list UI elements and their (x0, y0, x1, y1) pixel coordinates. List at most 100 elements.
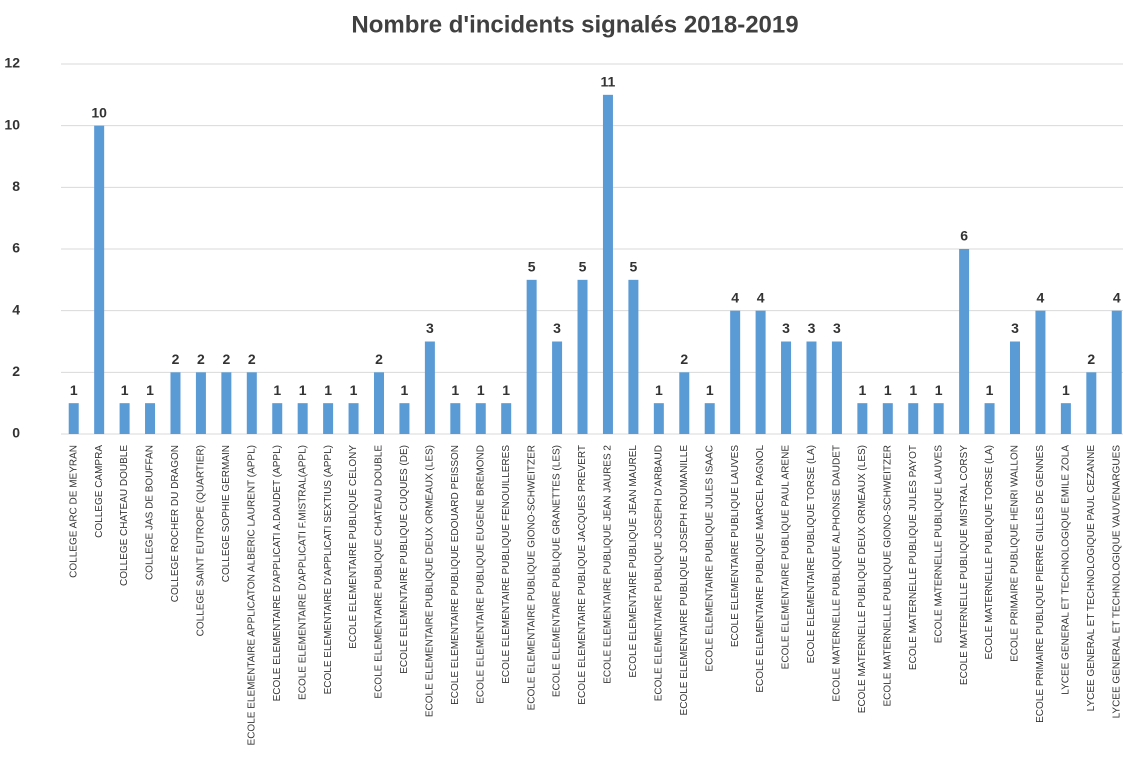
value-label: 4 (757, 289, 765, 305)
bar (1111, 310, 1122, 434)
x-tick-label: ECOLE ELEMENTAIRE PUBLIQUE FENOUILLERES (501, 445, 512, 684)
bar (1035, 310, 1046, 434)
value-label: 2 (172, 351, 180, 367)
value-label: 1 (273, 382, 281, 398)
value-label: 1 (909, 382, 917, 398)
x-tick-label: ECOLE ELEMENTAIRE PUBLIQUE GIONO-SCHWEIT… (526, 445, 537, 710)
value-label: 1 (121, 382, 129, 398)
y-tick-label: 10 (4, 116, 20, 132)
value-label: 1 (401, 382, 409, 398)
bar (628, 279, 639, 434)
bar (526, 279, 537, 434)
x-tick-label: ECOLE ELEMENTAIRE PUBLIQUE MARCEL PAGNOL (755, 445, 766, 693)
x-tick-label: ECOLE ELEMENTAIRE PUBLIQUE JOSEPH ROUMAN… (679, 445, 690, 716)
value-label: 1 (70, 382, 78, 398)
bar (272, 403, 283, 434)
x-tick-label: ECOLE MATERNELLE PUBLIQUE GIONO-SCHWEITZ… (882, 445, 893, 707)
bar (984, 403, 995, 434)
x-tick-label: ECOLE PRIMAIRE PUBLIQUE HENRI WALLON (1010, 445, 1021, 662)
value-label: 5 (630, 259, 638, 275)
x-tick-label: COLLEGE SAINT EUTROPE (QUARTIER) (196, 445, 207, 636)
bar (933, 403, 944, 434)
x-tick-label: ECOLE ELEMENTAIRE PUBLIQUE JEAN JAURES 2 (603, 445, 614, 684)
x-tick-label: ECOLE ELEMENTAIRE PUBLIQUE CELONY (348, 445, 359, 649)
value-label: 11 (601, 74, 616, 90)
value-label: 1 (858, 382, 866, 398)
x-tick-label: ECOLE ELEMENTAIRE D'APPLICATI A.DAUDET (… (272, 445, 283, 701)
bar (806, 341, 817, 434)
value-label: 3 (426, 320, 434, 336)
value-label: 1 (502, 382, 510, 398)
x-tick-label: ECOLE PRIMAIRE PUBLIQUE PIERRE GILLES DE… (1035, 445, 1046, 723)
x-tick-label: ECOLE ELEMENTAIRE PUBLIQUE PAUL ARENE (781, 445, 792, 670)
value-label: 1 (655, 382, 663, 398)
value-label: 1 (451, 382, 459, 398)
bar (602, 94, 613, 434)
value-label: 3 (808, 320, 816, 336)
bar (857, 403, 868, 434)
value-label: 1 (706, 382, 714, 398)
bar (679, 372, 690, 434)
value-label: 1 (299, 382, 307, 398)
bar (501, 403, 512, 434)
value-label: 3 (782, 320, 790, 336)
value-label: 1 (477, 382, 485, 398)
bar (959, 249, 970, 434)
x-tick-label: ECOLE ELEMENTAIRE PUBLIQUE JACQUES PREVE… (577, 445, 588, 705)
value-label: 1 (935, 382, 943, 398)
bar (781, 341, 792, 434)
bar (882, 403, 893, 434)
x-tick-label: ECOLE ELEMENTAIRE PUBLIQUE GRANETTES (LE… (552, 445, 563, 697)
x-tick-label: LYCEE GENERAL ET TECHNOLOGIQUE EMILE ZOL… (1061, 445, 1072, 695)
bar (399, 403, 410, 434)
bar (246, 372, 257, 434)
x-tick-label: ECOLE ELEMENTAIRE PUBLIQUE JULES ISAAC (704, 445, 715, 672)
value-label: 4 (1113, 289, 1121, 305)
x-tick-label: LYCEE GENERAL ET TECHNOLOGIQUE PAUL CEZA… (1086, 445, 1097, 712)
value-label: 1 (884, 382, 892, 398)
x-tick-label: ECOLE ELEMENTAIRE D'APPLICATI F.MISTRAL(… (297, 445, 308, 700)
value-label: 1 (146, 382, 154, 398)
value-label: 3 (1011, 320, 1019, 336)
value-label: 3 (553, 320, 561, 336)
bar (1010, 341, 1020, 434)
bar (348, 403, 359, 434)
x-tick-label: ECOLE ELEMENTAIRE PUBLIQUE CUQUES (DE) (399, 445, 410, 674)
bar (730, 310, 741, 434)
value-label: 4 (731, 289, 739, 305)
x-tick-label: ECOLE MATERNELLE PUBLIQUE TORSE (LA) (984, 445, 995, 660)
value-label: 2 (1087, 351, 1095, 367)
y-tick-label: 8 (12, 178, 20, 194)
value-label: 3 (833, 320, 841, 336)
x-tick-label: COLLEGE JAS DE BOUFFAN (145, 445, 156, 580)
x-tick-label: COLLEGE ROCHER DU DRAGON (170, 445, 181, 602)
bar (221, 372, 232, 434)
bar (145, 403, 156, 434)
bar (1086, 372, 1097, 434)
y-tick-label: 4 (12, 301, 20, 317)
bar (704, 403, 715, 434)
value-label: 2 (222, 351, 230, 367)
x-tick-label: COLLEGE SOPHIE GERMAIN (221, 445, 232, 582)
y-tick-label: 2 (12, 363, 20, 379)
y-tick-label: 6 (12, 240, 20, 256)
value-label: 2 (248, 351, 256, 367)
y-tick-label: 12 (4, 55, 20, 71)
x-tick-label: ECOLE ELEMENTAIRE D'APPLICATI SEXTIUS (A… (323, 445, 334, 694)
x-tick-label: ECOLE MATERNELLE PUBLIQUE ALPHONSE DAUDE… (832, 445, 843, 702)
bar (323, 403, 334, 434)
value-label: 1 (350, 382, 358, 398)
bar (653, 403, 664, 434)
bar (831, 341, 842, 434)
x-tick-label: ECOLE ELEMENTAIRE PUBLIQUE JEAN MAUREL (628, 445, 639, 678)
x-tick-label: ECOLE ELEMENTAIRE PUBLIQUE CHATEAU DOUBL… (374, 445, 385, 699)
value-label: 2 (680, 351, 688, 367)
bar (170, 372, 181, 434)
value-label: 5 (528, 259, 536, 275)
value-label: 2 (375, 351, 383, 367)
x-tick-label: ECOLE ELEMENTAIRE PUBLIQUE TORSE (LA) (806, 445, 817, 663)
x-tick-label: COLLEGE CAMPRA (94, 445, 105, 538)
x-tick-label: ECOLE ELEMENTAIRE PUBLIQUE JOSEPH D'ARBA… (653, 445, 664, 701)
value-label: 4 (1037, 289, 1045, 305)
